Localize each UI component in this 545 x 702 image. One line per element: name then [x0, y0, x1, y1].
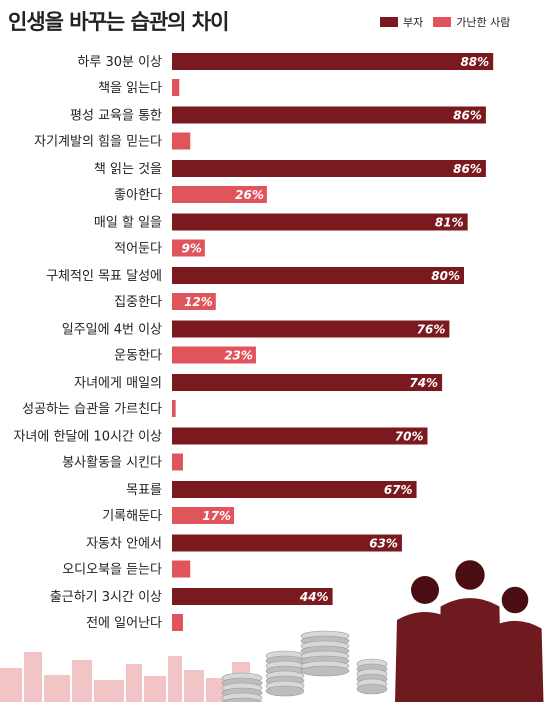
- category-label-line1: 평성 교육을 통한: [70, 109, 162, 124]
- coin-icon: [265, 685, 305, 697]
- value-label-poor: 12%: [184, 295, 213, 309]
- decoration: [0, 560, 544, 702]
- person-silhouette-head: [455, 560, 485, 590]
- bar-rich: [172, 374, 443, 391]
- value-label-poor: 5%: [194, 563, 214, 577]
- bar-poor: [172, 186, 267, 203]
- category-label-line1: 매일 할 일을: [94, 216, 162, 231]
- bar-poor: [172, 293, 216, 310]
- value-label-rich: 86%: [453, 162, 482, 176]
- category-label-line2: 자기계발의 힘을 믿는다: [34, 135, 162, 150]
- category-label-line1: 목표를: [126, 483, 162, 498]
- category-label-line2: 집중한다: [114, 295, 162, 310]
- category-label-line2: 책을 읽는다: [98, 81, 162, 96]
- legend-swatch-rich: [380, 17, 398, 27]
- bar-poor: [172, 346, 256, 364]
- bar-poor: [172, 507, 235, 524]
- chart-title: 인생을 바꾸는 습관의 차이: [8, 10, 229, 34]
- value-label-poor: 1%: [180, 402, 200, 416]
- bar-rich: [172, 53, 494, 70]
- skyline-building: [126, 664, 142, 702]
- value-label-rich: 88%: [460, 55, 489, 69]
- bar-rich: [172, 481, 417, 498]
- bar-poor: [172, 132, 191, 150]
- category-label-line1: 일주일에 4번 이상: [62, 323, 162, 338]
- category-label-line2: 좋아한다: [114, 188, 162, 203]
- value-label-rich: 81%: [435, 216, 464, 230]
- value-label-rich: 44%: [299, 590, 329, 604]
- skyline-building: [44, 675, 70, 702]
- legend-swatch-poor: [433, 17, 452, 27]
- skyline-building: [168, 656, 182, 702]
- category-label-line2: 전에 일어난다: [86, 616, 162, 631]
- category-label-line1: 자녀에게 매일의: [74, 376, 162, 391]
- value-label-rich: 70%: [395, 430, 424, 444]
- skyline-building: [72, 660, 92, 702]
- skyline-building: [0, 668, 22, 702]
- value-label-rich: 63%: [369, 537, 398, 551]
- coin-icon: [222, 697, 262, 702]
- legend-item-poor: 가난한 사람: [433, 14, 510, 30]
- skyline-building: [94, 680, 124, 702]
- category-label-line2: 운동한다: [114, 349, 162, 364]
- value-label-rich: 76%: [417, 323, 446, 337]
- bar-rich: [172, 106, 486, 124]
- value-label-poor: 5%: [194, 135, 214, 149]
- bar-poor: [172, 79, 180, 96]
- category-label-line1: 하루 30분 이상: [77, 55, 162, 70]
- bar-poor: [172, 453, 183, 471]
- skyline-building: [184, 670, 204, 702]
- coin-icon: [356, 683, 388, 695]
- value-label-poor: 9%: [181, 242, 201, 256]
- bar-rich: [172, 320, 450, 338]
- value-label-rich: 80%: [431, 269, 460, 283]
- category-label-line1: 자녀에 한달에 10시간 이상: [13, 430, 162, 445]
- person-silhouette-head: [411, 576, 439, 604]
- category-label-line1: 출근하기 3시간 이상: [50, 590, 162, 605]
- value-label-rich: 86%: [453, 109, 482, 123]
- person-silhouette-body: [438, 598, 502, 702]
- bar-rich: [172, 427, 428, 445]
- value-label-poor: 23%: [224, 349, 253, 363]
- skyline-building: [24, 652, 42, 702]
- bar-rich: [172, 213, 468, 231]
- bar-poor: [172, 400, 176, 417]
- value-label-poor: 26%: [235, 188, 264, 202]
- bar-rich: [172, 160, 486, 177]
- legend-label-poor: 가난한 사람: [456, 16, 511, 29]
- bar-rich: [172, 534, 402, 552]
- legend-item-rich: 부자: [380, 14, 423, 30]
- bar-rich: [172, 588, 333, 605]
- category-label-line1: 구체적인 목표 달성에: [46, 269, 162, 284]
- value-label-poor: 3%: [187, 456, 207, 470]
- bar-poor: [172, 560, 191, 578]
- person-silhouette-body: [486, 620, 544, 702]
- category-label-line1: 책 읽는 것을: [94, 162, 162, 177]
- category-label-line2: 적어둔다: [114, 242, 162, 257]
- value-label-poor: 3%: [187, 616, 207, 630]
- skyline-building: [144, 676, 166, 702]
- category-label-line2: 오디오북을 듣는다: [62, 563, 162, 578]
- bar-rich: [172, 267, 464, 284]
- category-label-line2: 봉사활동을 시킨다: [62, 456, 162, 471]
- category-label-line2: 기록해둔다: [102, 509, 162, 524]
- value-label-rich: 74%: [409, 376, 438, 390]
- value-label-poor: 17%: [202, 509, 231, 523]
- legend: 부자 가난한 사람: [380, 14, 520, 30]
- legend-label-rich: 부자: [403, 16, 424, 29]
- value-label-poor: 2%: [183, 81, 203, 95]
- person-silhouette-head: [501, 586, 529, 614]
- category-label-line2: 성공하는 습관을 가르친다: [22, 402, 162, 417]
- value-label-rich: 67%: [384, 483, 413, 497]
- coin-icon: [300, 665, 350, 677]
- bar-poor: [172, 614, 183, 631]
- bar-poor: [172, 239, 205, 257]
- category-label-line1: 자동차 안에서: [86, 537, 162, 552]
